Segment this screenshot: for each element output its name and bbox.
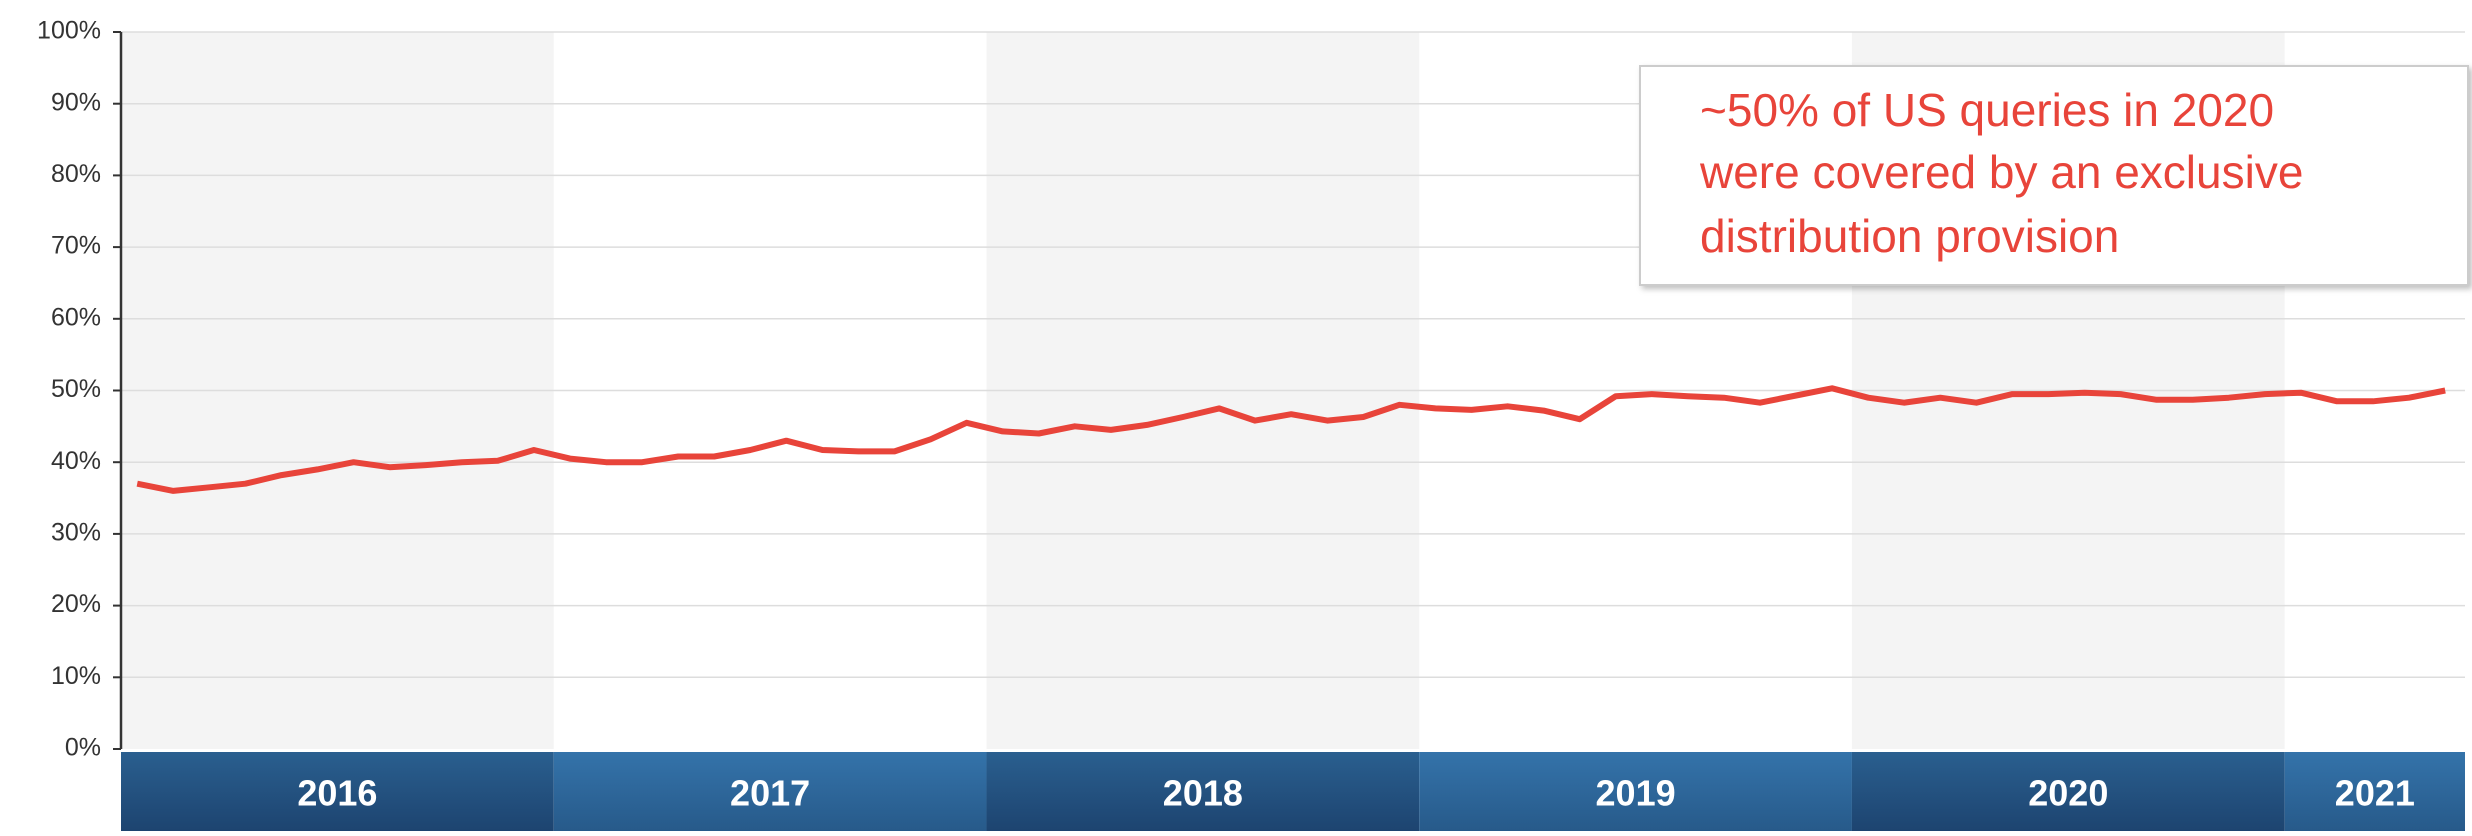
data-line bbox=[136, 385, 2446, 494]
x-group-label: 2018 bbox=[1163, 773, 1243, 814]
y-tick-label: 20% bbox=[51, 590, 101, 618]
annotation-box bbox=[1639, 65, 2469, 286]
y-tick-label: 40% bbox=[51, 447, 101, 475]
y-tick-label: 60% bbox=[51, 303, 101, 331]
year-band bbox=[2284, 752, 2465, 831]
y-tick-label: 80% bbox=[51, 160, 101, 188]
year-band bbox=[986, 752, 1420, 831]
year-band bbox=[1419, 752, 1852, 831]
year-band bbox=[121, 752, 554, 831]
y-tick-label: 90% bbox=[51, 88, 101, 116]
x-group-label: 2020 bbox=[2028, 773, 2108, 814]
year-band bbox=[553, 752, 987, 831]
y-tick-label: 70% bbox=[51, 232, 101, 260]
annotation-text: were covered by an exclusive bbox=[1699, 146, 2303, 198]
year-band bbox=[1851, 752, 2285, 831]
annotation-text: distribution provision bbox=[1700, 210, 2119, 262]
x-group-label: 2019 bbox=[1596, 773, 1676, 814]
annotation-text: ~50% of US queries in 2020 bbox=[1700, 84, 2274, 136]
y-tick-label: 0% bbox=[65, 734, 101, 762]
y-tick-label: 100% bbox=[37, 17, 101, 45]
x-group-label: 2017 bbox=[730, 773, 810, 814]
x-group-label: 2016 bbox=[297, 773, 377, 814]
y-tick-label: 10% bbox=[51, 662, 101, 690]
x-group-label: 2021 bbox=[2335, 773, 2415, 814]
y-tick-label: 30% bbox=[51, 519, 101, 547]
y-tick-label: 50% bbox=[51, 375, 101, 403]
